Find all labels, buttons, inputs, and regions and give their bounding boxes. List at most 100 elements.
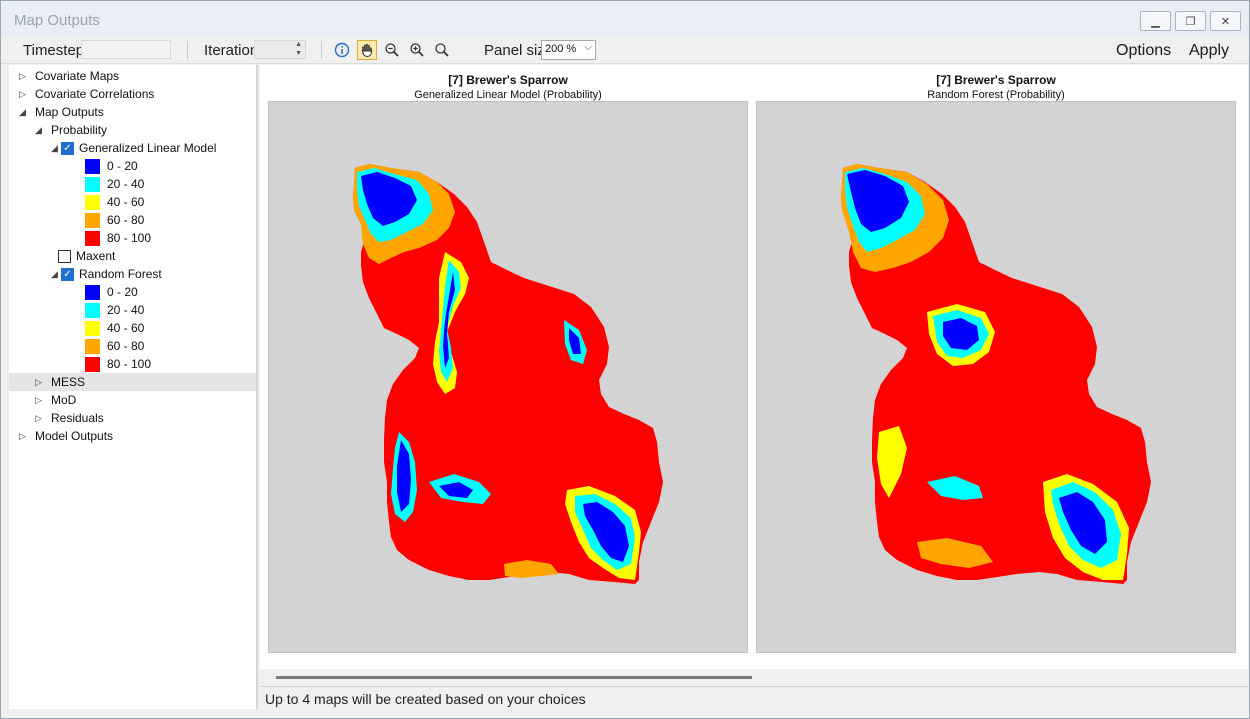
- expand-icon[interactable]: ▷: [35, 412, 42, 423]
- apply-button[interactable]: Apply: [1189, 42, 1230, 59]
- timestep-label: Timestep: [23, 42, 81, 59]
- legend-item: 60 - 80: [85, 211, 144, 229]
- expand-icon[interactable]: ▷: [19, 430, 26, 441]
- tree-item-label: Generalized Linear Model: [79, 141, 217, 155]
- title-bar: Map Outputs ▁ ❐ ✕: [1, 1, 1249, 37]
- legend-label: 60 - 80: [107, 339, 145, 353]
- tree-item-label: Random Forest: [79, 267, 162, 281]
- expand-icon[interactable]: ▷: [19, 88, 26, 99]
- info-tool-button[interactable]: [332, 40, 352, 60]
- legend-item: 0 - 20: [85, 283, 138, 301]
- expand-icon[interactable]: ▷: [35, 394, 42, 405]
- map-title-glm: [7] Brewer's Sparrow Generalized Linear …: [268, 73, 748, 101]
- map-species-title: [7] Brewer's Sparrow: [936, 73, 1056, 87]
- restore-icon: ❐: [1185, 15, 1196, 28]
- map-panel-random-forest[interactable]: [756, 101, 1236, 653]
- scrollbar-thumb[interactable]: [276, 676, 752, 679]
- zoom-out-icon: [385, 43, 399, 57]
- chevron-down-icon: ⌵: [584, 42, 592, 53]
- horizontal-scrollbar[interactable]: [260, 669, 1248, 685]
- panel-size-value: 200 %: [545, 43, 577, 55]
- maxent-checkbox[interactable]: [58, 249, 71, 263]
- collapse-icon[interactable]: ◢: [51, 268, 58, 279]
- legend-label: 20 - 40: [107, 177, 145, 191]
- tree-item-model-outputs[interactable]: ▷ Model Outputs: [19, 427, 113, 445]
- tree-item-probability[interactable]: ◢ Probability: [35, 121, 107, 139]
- legend-swatch: [85, 356, 100, 372]
- glm-checkbox[interactable]: ✓: [61, 141, 74, 155]
- tree-item-map-outputs[interactable]: ◢ Map Outputs: [19, 103, 104, 121]
- collapse-icon[interactable]: ◢: [51, 142, 58, 153]
- iteration-stepper[interactable]: ▲ ▼: [254, 40, 306, 59]
- toolbar: Timestep Iteration ▲▼ Panel size Options…: [1, 37, 1249, 64]
- legend-swatch: [85, 158, 100, 174]
- tree-item-label: Map Outputs: [35, 105, 104, 119]
- minimize-icon: ▁: [1151, 15, 1160, 28]
- legend-label: 60 - 80: [107, 213, 145, 227]
- tree-item-label: Residuals: [51, 411, 104, 425]
- minimize-button[interactable]: ▁: [1140, 11, 1171, 31]
- map-species-title: [7] Brewer's Sparrow: [448, 73, 568, 87]
- legend-swatch: [85, 320, 100, 336]
- expand-icon[interactable]: ▷: [35, 376, 42, 387]
- toolbar-separator: [321, 41, 322, 59]
- legend-swatch: [85, 212, 100, 228]
- tree-item-mod[interactable]: ▷ MoD: [35, 391, 76, 409]
- zoom-in-icon: [410, 43, 424, 57]
- legend-swatch: [85, 284, 100, 300]
- tree-item-label: MESS: [51, 375, 86, 389]
- zoom-out-tool-button[interactable]: [382, 40, 402, 60]
- legend-item: 40 - 60: [85, 319, 144, 337]
- legend-item: 80 - 100: [85, 355, 151, 373]
- zoom-full-tool-button[interactable]: [432, 40, 452, 60]
- tree-item-label: Probability: [51, 123, 108, 137]
- map-title-random-forest: [7] Brewer's Sparrow Random Forest (Prob…: [756, 73, 1236, 101]
- legend-item: 20 - 40: [85, 301, 144, 319]
- tree-item-covariate-correlations[interactable]: ▷ Covariate Correlations: [19, 85, 154, 103]
- probability-map-random-forest: [841, 164, 1151, 584]
- panel-size-select[interactable]: 200 % ⌵: [541, 40, 596, 60]
- legend-item: 20 - 40: [85, 175, 144, 193]
- tree-item-maxent[interactable]: Maxent: [58, 247, 115, 265]
- legend-label: 40 - 60: [107, 321, 145, 335]
- legend-swatch: [85, 230, 100, 246]
- legend-item: 40 - 60: [85, 193, 144, 211]
- legend-swatch: [85, 338, 100, 354]
- expand-icon[interactable]: ▷: [19, 70, 26, 81]
- tree-item-random-forest[interactable]: ◢ ✓ Random Forest: [51, 265, 162, 283]
- tree-item-mess[interactable]: ▷ MESS: [9, 373, 256, 391]
- timestep-input[interactable]: [81, 40, 171, 59]
- map-content-area: [7] Brewer's Sparrow Generalized Linear …: [260, 65, 1248, 669]
- tree-item-covariate-maps[interactable]: ▷ Covariate Maps: [19, 67, 119, 85]
- legend-label: 80 - 100: [107, 357, 152, 371]
- options-button[interactable]: Options: [1116, 42, 1172, 59]
- legend-label: 80 - 100: [107, 231, 152, 245]
- window-title: Map Outputs: [14, 12, 100, 29]
- zoom-in-tool-button[interactable]: [407, 40, 427, 60]
- tree-item-residuals[interactable]: ▷ Residuals: [35, 409, 104, 427]
- maximize-button[interactable]: ❐: [1175, 11, 1206, 31]
- legend-label: 20 - 40: [107, 303, 145, 317]
- probability-map-glm: [353, 164, 663, 584]
- collapse-icon[interactable]: ◢: [19, 106, 26, 117]
- close-button[interactable]: ✕: [1210, 11, 1241, 31]
- stepper-arrows-icon: ▲ ▼: [295, 41, 302, 57]
- pan-tool-button[interactable]: [357, 40, 377, 60]
- legend-swatch: [85, 176, 100, 192]
- tree-item-label: Covariate Maps: [35, 69, 120, 83]
- legend-item: 0 - 20: [85, 157, 138, 175]
- map-panel-glm[interactable]: [268, 101, 748, 653]
- hand-icon: [361, 43, 373, 58]
- panel-size-label: Panel size: [484, 42, 541, 59]
- info-icon: [334, 42, 350, 58]
- collapse-icon[interactable]: ◢: [35, 124, 42, 135]
- map-subtitle: Generalized Linear Model (Probability): [414, 89, 602, 101]
- status-text: Up to 4 maps will be created based on yo…: [265, 691, 586, 707]
- random-forest-checkbox[interactable]: ✓: [61, 267, 74, 281]
- legend-item: 60 - 80: [85, 337, 144, 355]
- legend-item: 80 - 100: [85, 229, 151, 247]
- close-icon: ✕: [1220, 15, 1231, 28]
- tree-item-glm[interactable]: ◢ ✓ Generalized Linear Model: [51, 139, 216, 157]
- legend-label: 0 - 20: [107, 159, 138, 173]
